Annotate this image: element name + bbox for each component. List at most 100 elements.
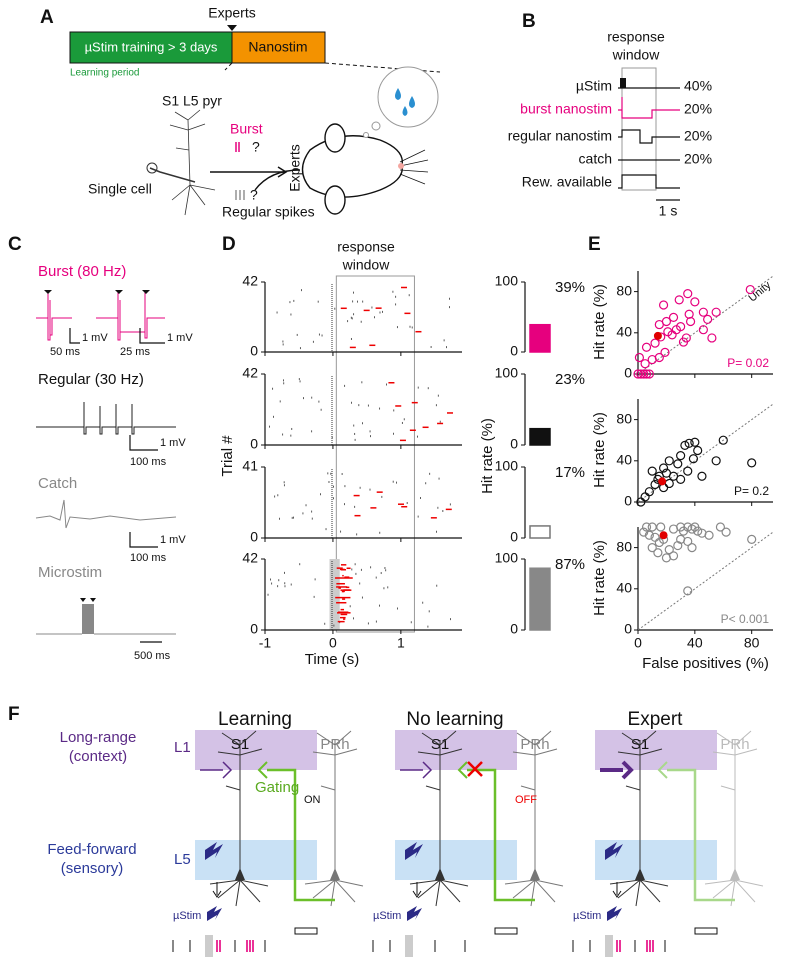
- label: (context): [69, 748, 127, 765]
- column-title: Expert: [628, 709, 684, 730]
- label: S1 L5 pyr: [162, 93, 222, 109]
- row-label: µStim: [576, 78, 612, 94]
- soma: [530, 868, 540, 880]
- point: [644, 530, 654, 540]
- annotation: P= 0.2: [734, 484, 769, 498]
- y-tick-label: 80: [616, 410, 632, 426]
- point: [698, 307, 708, 317]
- point: [639, 527, 649, 537]
- point: [683, 522, 693, 532]
- point: [715, 522, 726, 532]
- trace: [36, 402, 176, 435]
- gate-synapse: [257, 761, 268, 779]
- y-tick-label: 80: [616, 282, 632, 298]
- row-pct: 20%: [684, 128, 712, 144]
- annotation: P= 0.02: [727, 356, 769, 370]
- lightning: [205, 842, 223, 860]
- x-tick-label: 1: [397, 635, 405, 651]
- scale-label: 1 mV: [167, 332, 193, 344]
- l5-band: [595, 840, 717, 880]
- point: [703, 314, 713, 325]
- label: L1: [174, 739, 191, 756]
- point: [656, 522, 666, 532]
- point: [664, 478, 674, 489]
- point: [704, 530, 714, 540]
- y-tick-label: 0: [510, 529, 518, 545]
- trace: [618, 129, 680, 144]
- value-label: 17%: [555, 464, 585, 481]
- neuron: [609, 730, 669, 907]
- regular-icon: [235, 190, 245, 200]
- y-tick-label: 41: [242, 458, 258, 474]
- label: (sensory): [61, 860, 124, 877]
- marker: [80, 598, 96, 602]
- scale-bar: [69, 328, 165, 344]
- point: [718, 435, 728, 445]
- stim-window: [405, 935, 413, 957]
- row-pct: 20%: [684, 101, 712, 117]
- arrow: [412, 882, 422, 898]
- point: [687, 542, 697, 553]
- y-tick-label: 42: [242, 273, 258, 289]
- point: [668, 312, 679, 322]
- x-tick-label: 0: [329, 635, 337, 651]
- mouse: [254, 123, 429, 215]
- label: Single cell: [88, 181, 152, 197]
- arrow: [212, 882, 222, 898]
- axis: [264, 374, 462, 446]
- marker: [44, 290, 150, 294]
- soma: [435, 868, 445, 880]
- point: [644, 487, 654, 497]
- x-tick-label: 0: [634, 635, 642, 651]
- point: [660, 347, 670, 357]
- point: [707, 333, 717, 343]
- point: [711, 456, 721, 466]
- on-label: ON: [304, 794, 321, 806]
- lightning: [607, 906, 622, 921]
- point: [658, 300, 669, 310]
- response-window: [335, 275, 415, 633]
- ustim-label: µStim: [573, 910, 601, 922]
- label: Catch: [38, 475, 77, 492]
- stim-pulse: [82, 604, 94, 634]
- trace: [35, 499, 177, 529]
- y-tick-label: 100: [495, 273, 519, 289]
- row-label: Rew. available: [522, 174, 612, 190]
- row-label: burst nanostim: [520, 101, 612, 117]
- y-tick-label: 0: [624, 365, 632, 381]
- scale-label: 1 mV: [82, 332, 108, 344]
- trace: [618, 97, 680, 119]
- label: Experts: [287, 144, 303, 191]
- axis: [264, 467, 462, 539]
- neuron: [149, 109, 216, 216]
- row-label: catch: [579, 151, 612, 167]
- l1-band: [195, 730, 317, 770]
- axis-label: Hit rate (%): [591, 412, 608, 488]
- row-pct: 40%: [684, 78, 712, 94]
- gate-synapse: [457, 761, 468, 779]
- input: [200, 761, 233, 779]
- label: window: [342, 257, 391, 273]
- label: window: [612, 47, 661, 63]
- soma: [730, 868, 740, 880]
- point: [678, 337, 689, 347]
- label: Regular spikes: [222, 204, 315, 220]
- point: [664, 456, 674, 466]
- y-tick-label: 40: [616, 580, 632, 596]
- label: Regular (30 Hz): [38, 371, 144, 388]
- y-tick-label: 0: [250, 621, 258, 637]
- label: response: [337, 239, 395, 255]
- highlight-point: [659, 531, 668, 540]
- point: [634, 352, 645, 363]
- arrow: [210, 166, 288, 178]
- l1-band: [595, 730, 717, 770]
- bar: [529, 567, 551, 631]
- scale-bar: [129, 435, 158, 451]
- y-tick-label: 0: [250, 436, 258, 452]
- point: [676, 322, 686, 332]
- point: [676, 451, 686, 461]
- neuron: [304, 730, 364, 907]
- label: L5: [174, 851, 191, 868]
- row-pct: 20%: [684, 151, 712, 167]
